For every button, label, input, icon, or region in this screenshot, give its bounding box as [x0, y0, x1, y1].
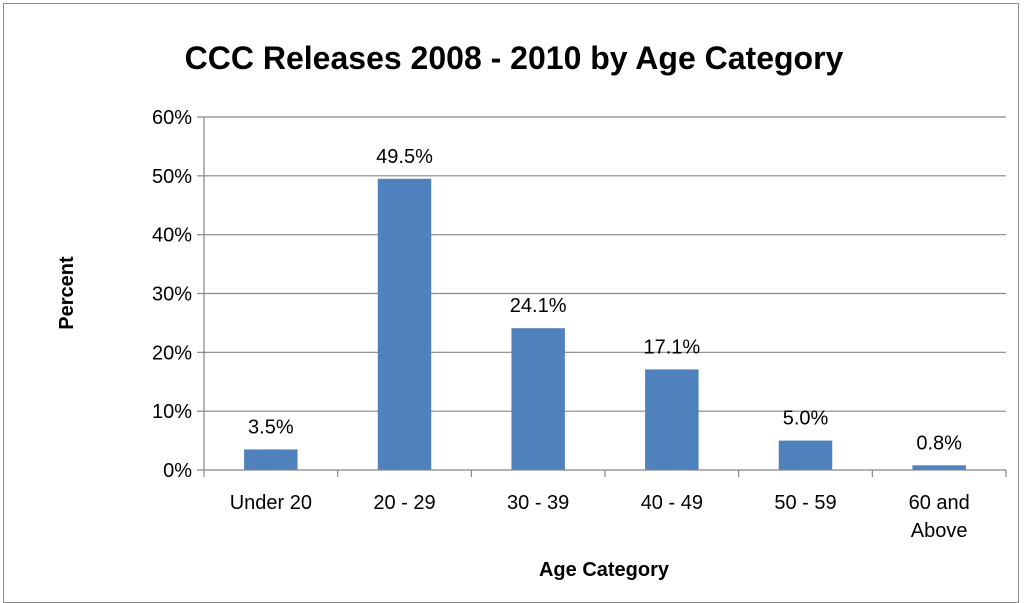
chart-title: CCC Releases 2008 - 2010 by Age Category — [184, 40, 844, 76]
y-tick-label: 20% — [152, 342, 192, 364]
gridlines — [204, 116, 1006, 412]
bar-chart: 0% 10% 20% 30% 40% 50% 60% 3.5% Under 20 49.5% 20 … — [56, 107, 1007, 581]
y-tick-label: 60% — [152, 107, 192, 129]
data-label: 49.5% — [376, 146, 433, 168]
y-tick-label: 40% — [152, 225, 192, 247]
x-tick-label: 20 - 29 — [373, 492, 435, 514]
x-tick-label: Under 20 — [230, 492, 312, 514]
data-label: 0.8% — [916, 432, 962, 454]
x-tick-label: 60 and Above — [909, 492, 970, 542]
bar — [778, 440, 833, 470]
x-tick-label: 30 - 39 — [507, 492, 569, 514]
chart-frame — [3, 3, 1019, 603]
y-tick-label: 30% — [152, 284, 192, 306]
data-label: 17.1% — [643, 336, 700, 358]
bar — [645, 369, 699, 470]
y-tick-label: 50% — [152, 166, 192, 188]
y-tick-label: 10% — [152, 401, 192, 423]
labels: 0% 10% 20% 30% 40% 50% 60% 3.5% Under 20 49.5% 20 … — [152, 107, 970, 542]
y-tick-label: 0% — [163, 460, 192, 482]
data-label: 5.0% — [783, 408, 829, 430]
bars — [244, 178, 966, 470]
bar — [244, 449, 298, 470]
data-label: 3.5% — [248, 416, 294, 438]
x-axis-title: Age Category — [539, 559, 670, 581]
axes — [197, 116, 1007, 477]
data-label: 24.1% — [510, 295, 567, 317]
y-axis-title: Percent — [56, 256, 78, 330]
x-tick-label: 50 - 59 — [774, 492, 836, 514]
bar — [912, 465, 966, 470]
bar — [377, 178, 432, 470]
bar — [511, 328, 565, 470]
x-tick-label: 40 - 49 — [641, 492, 703, 514]
